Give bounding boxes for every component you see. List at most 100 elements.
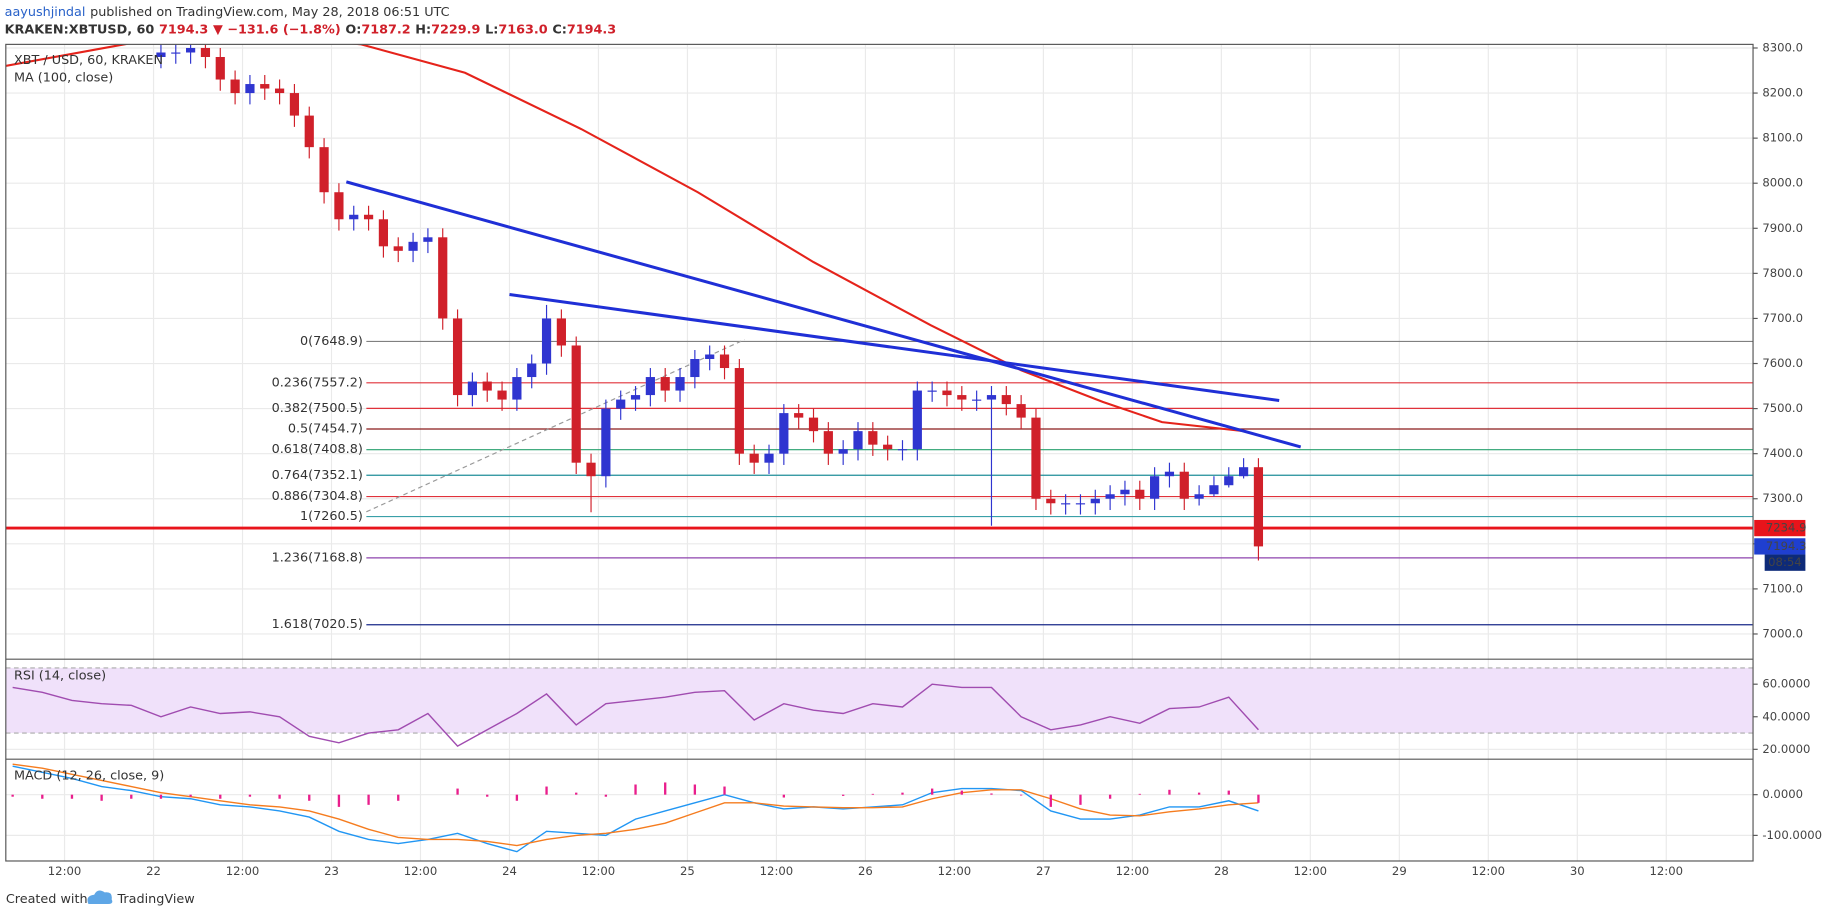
candle-body <box>156 52 166 57</box>
fib-label: 0.236(7557.2) <box>272 375 363 390</box>
y-tick-label: 7800.0 <box>1762 266 1803 280</box>
x-tick-label: 30 <box>1570 864 1585 878</box>
candle-body <box>512 377 522 400</box>
candle-body <box>1016 404 1026 418</box>
candle-body <box>363 214 374 220</box>
x-tick-label: 12:00 <box>1294 864 1328 878</box>
candle-body <box>1120 489 1130 495</box>
y-tick-label: 7100.0 <box>1762 581 1803 595</box>
candle-body <box>467 381 477 396</box>
fib-label: 0.5(7454.7) <box>288 422 363 437</box>
candle-body <box>690 359 700 378</box>
x-tick-label: 12:00 <box>582 864 616 878</box>
candle-body <box>289 93 300 116</box>
x-tick-label: 12:00 <box>938 864 972 878</box>
x-tick-label: 12:00 <box>226 864 260 878</box>
fib-label: 0(7648.9) <box>300 334 363 349</box>
candle-body <box>912 390 922 450</box>
footer-brand[interactable]: TradingView <box>116 892 194 907</box>
x-tick-label: 27 <box>1036 864 1051 878</box>
candle-body <box>527 363 537 378</box>
ohlc-value: 7163.0 <box>498 22 547 37</box>
y-tick-label: 40.0000 <box>1762 709 1810 723</box>
fib-label: 0.764(7352.1) <box>272 468 363 483</box>
author[interactable]: aayushjindal <box>5 4 86 19</box>
fib-anchor <box>366 339 745 513</box>
logo[interactable] <box>87 890 113 905</box>
candle-body <box>1164 471 1175 477</box>
candle-body <box>1090 498 1100 504</box>
candle-body <box>1061 503 1071 505</box>
candle-body <box>957 395 967 400</box>
candle-body <box>334 192 344 220</box>
candle-body <box>171 52 181 54</box>
fib-label: 1.618(7020.5) <box>272 617 363 632</box>
candle-body <box>897 449 908 451</box>
x-tick-label: 12:00 <box>1650 864 1684 878</box>
candle-body <box>779 413 789 454</box>
candle-body <box>349 214 359 220</box>
candle-body <box>630 395 641 400</box>
candle-body <box>423 237 433 242</box>
candle-body <box>186 47 196 53</box>
y-tick-label: 8100.0 <box>1762 131 1803 145</box>
candle-body <box>1150 476 1160 499</box>
y-tick-label: -100.0000 <box>1762 828 1822 842</box>
ohlc-value: 7187.2 <box>361 22 410 37</box>
candle-body <box>452 318 463 396</box>
ohlc-key: O: <box>345 22 361 37</box>
candle-body <box>942 390 952 396</box>
ohlc-key: C: <box>552 22 567 37</box>
candle-body <box>660 377 670 391</box>
candle-body <box>304 115 314 148</box>
y-tick-label: 20.0000 <box>1762 742 1810 756</box>
last: 7194.3 <box>159 22 208 37</box>
candle-body <box>556 318 566 346</box>
fib-label: 0.618(7408.8) <box>272 442 363 457</box>
x-tick-label: 25 <box>680 864 695 878</box>
ma-legend: MA (100, close) <box>14 71 113 86</box>
candle-body <box>853 431 863 450</box>
y-tick-label: 7900.0 <box>1762 221 1803 235</box>
candle-body <box>200 47 211 57</box>
macd-line <box>12 765 1259 853</box>
candle-body <box>319 147 329 193</box>
y-tick-label: 7700.0 <box>1762 311 1803 325</box>
candle-body <box>986 395 997 400</box>
candle-body <box>868 431 878 445</box>
x-tick-label: 26 <box>858 864 873 878</box>
candle-body <box>571 345 581 463</box>
footer-prefix: Created with <box>6 892 88 907</box>
support-badge <box>1754 519 1806 537</box>
quote-line: KRAKEN:XBTUSD, 60 7194.3 ▼ −131.6 (−1.8%) O… <box>5 22 617 37</box>
ohlc-value: 7194.3 <box>567 22 616 37</box>
candle-body <box>1075 503 1086 505</box>
header-line: aayushjindal published on TradingView.com… <box>5 4 450 19</box>
x-tick-label: 23 <box>324 864 339 878</box>
candle-body <box>601 408 611 477</box>
candle-body <box>749 453 759 463</box>
candle-body <box>705 354 715 360</box>
fib-label: 0.886(7304.8) <box>272 489 363 504</box>
candle-body <box>408 241 418 251</box>
y-tick-label: 8200.0 <box>1762 86 1803 100</box>
x-tick-label: 12:00 <box>1116 864 1150 878</box>
candle-body <box>823 431 833 454</box>
candle-body <box>645 377 655 396</box>
candle-body <box>245 84 255 94</box>
y-tick-label: 0.0000 <box>1762 787 1803 801</box>
y-tick-label: 7600.0 <box>1762 356 1803 370</box>
candle-body <box>734 368 744 454</box>
plot: 0(7648.9) 0.236(7557.2) 0.382(7500.5) 0.5(7… <box>5 44 1754 853</box>
y-tick-label: 7000.0 <box>1762 626 1803 640</box>
candle-body <box>1194 494 1204 499</box>
x-tick-label: 28 <box>1214 864 1229 878</box>
candle-body <box>482 381 492 391</box>
candle-body <box>438 237 448 319</box>
y-tick-label: 60.0000 <box>1762 677 1810 691</box>
candle-body <box>808 417 819 432</box>
candle-body <box>764 453 774 463</box>
candle-body <box>378 219 389 247</box>
x-tick-label: 12:00 <box>404 864 438 878</box>
fib-label: 1.236(7168.8) <box>272 550 363 565</box>
